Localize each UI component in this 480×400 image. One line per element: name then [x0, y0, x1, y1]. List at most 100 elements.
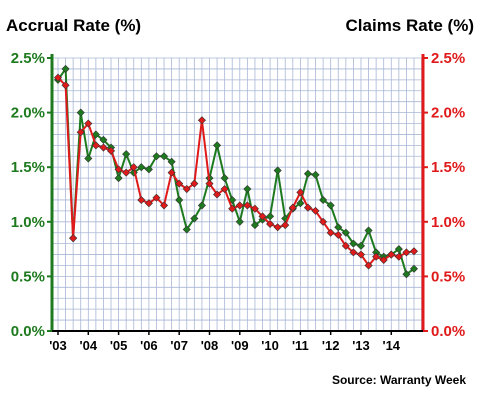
accrual-data-point — [356, 241, 366, 250]
accrual-data-point — [197, 201, 206, 210]
claims-data-point — [182, 185, 191, 194]
accrual-data-point — [319, 195, 328, 204]
x-tick-label: '09 — [231, 338, 249, 353]
accrual-data-point — [114, 174, 123, 183]
claims-data-point — [319, 217, 328, 226]
accrual-data-point — [122, 150, 131, 159]
right-tick-label: 0.5% — [431, 268, 465, 285]
x-tick-label: '12 — [322, 338, 340, 353]
accrual-data-point — [175, 195, 184, 204]
x-tick-label: '07 — [170, 338, 188, 353]
claims-data-point — [228, 204, 237, 213]
accrual-data-point — [409, 264, 419, 273]
right-tick-label: 2.5% — [431, 50, 465, 67]
claims-data-point — [129, 163, 138, 172]
claims-data-point — [213, 190, 222, 199]
accrual-data-point — [167, 157, 176, 166]
claims-data-point — [76, 128, 85, 137]
x-tick-label: '10 — [261, 338, 279, 353]
left-tick-label: 1.0% — [11, 214, 45, 231]
claims-data-point — [106, 146, 116, 155]
accrual-data-point — [296, 199, 305, 208]
accrual-data-point — [84, 154, 93, 163]
claims-data-point — [160, 201, 169, 210]
accrual-data-point — [402, 270, 411, 279]
right-tick-label: 0.0% — [431, 323, 465, 340]
accrual-data-point — [129, 168, 138, 177]
x-tick-label: '11 — [292, 338, 309, 353]
claims-data-point — [69, 234, 78, 243]
right-tick-label: 1.5% — [431, 159, 465, 176]
accrual-data-point — [250, 221, 259, 230]
accrual-data-point — [213, 141, 222, 150]
claims-data-point — [356, 250, 366, 259]
accrual-data-point — [152, 152, 161, 161]
left-tick-label: 2.0% — [11, 105, 45, 122]
claims-data-point — [84, 119, 93, 128]
x-tick-label: '05 — [110, 338, 128, 353]
claims-data-point — [167, 168, 176, 177]
claims-data-point — [175, 179, 184, 188]
accrual-data-point — [303, 169, 312, 178]
claims-data-point — [220, 185, 229, 194]
accrual-data-point — [160, 152, 169, 161]
claims-data-point — [197, 116, 206, 125]
accrual-data-point — [235, 217, 244, 226]
series-layer — [53, 64, 419, 279]
x-tick-label: '08 — [201, 338, 219, 353]
accrual-data-point — [326, 201, 335, 210]
claims-data-point — [281, 221, 290, 230]
claims-data-point — [190, 179, 199, 188]
accrual-data-point — [190, 214, 199, 223]
accrual-data-point — [182, 225, 191, 234]
x-tick-label: '04 — [80, 338, 98, 353]
claims-data-point — [372, 252, 381, 261]
claims-data-point — [273, 223, 282, 232]
claims-data-point — [334, 230, 343, 239]
claims-data-point — [235, 201, 244, 210]
accrual-data-point — [334, 223, 343, 232]
claims-data-point — [394, 252, 403, 261]
left-tick-label: 0.5% — [11, 268, 45, 285]
accrual-data-point — [220, 174, 229, 183]
claims-data-point — [387, 250, 396, 259]
left-axis-title: Accrual Rate (%) — [6, 16, 141, 35]
x-tick-label: '14 — [382, 338, 400, 353]
accrual-data-point — [311, 170, 320, 179]
claims-data-point — [205, 179, 214, 188]
claims-data-point — [122, 168, 131, 177]
x-tick-label: '03 — [49, 338, 67, 353]
claims-data-point — [288, 203, 297, 212]
accrual-data-point — [266, 212, 275, 221]
left-tick-label: 0.0% — [11, 323, 45, 340]
claims-data-point — [144, 199, 153, 208]
claims-data-point — [99, 143, 108, 152]
claims-data-point — [250, 204, 259, 213]
claims-data-point — [349, 248, 358, 257]
grid-layer — [52, 57, 423, 332]
accrual-data-point — [243, 185, 252, 194]
claims-data-point — [326, 228, 335, 237]
accrual-data-point — [364, 226, 373, 235]
accrual-data-point — [61, 64, 70, 73]
claims-data-point — [402, 248, 411, 257]
claims-data-point — [409, 247, 419, 256]
right-tick-label: 2.0% — [431, 105, 465, 122]
claims-data-point — [61, 81, 70, 90]
accrual-data-point — [76, 108, 85, 117]
claims-data-point — [379, 255, 388, 265]
claims-data-point — [114, 165, 123, 174]
claims-data-point — [303, 203, 312, 212]
accrual-data-point — [144, 165, 153, 174]
left-tick-label: 1.5% — [11, 159, 45, 176]
x-tick-label: '13 — [352, 338, 370, 353]
right-tick-label: 1.0% — [431, 214, 465, 231]
left-tick-label: 2.5% — [11, 50, 45, 67]
accrual-data-point — [273, 166, 282, 175]
accrual-data-point — [99, 135, 108, 144]
claims-data-point — [243, 201, 252, 210]
claims-data-point — [152, 193, 161, 202]
label-layer: 0.0% 0.0% 0.5% 0.5% 1.0% 1.0% 1.5% 1.5% 2.0% 2.0%… — [11, 50, 465, 353]
